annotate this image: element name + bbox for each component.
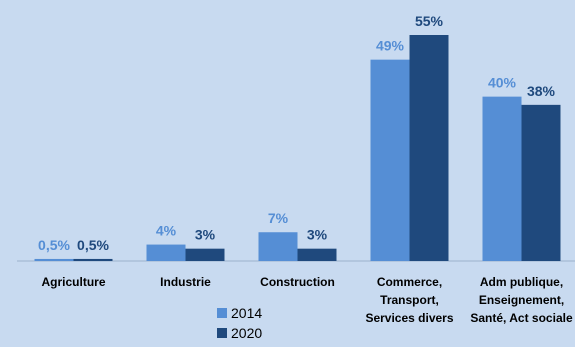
- legend-item-2014: 2014: [217, 303, 262, 323]
- data-label-2020-0: 0,5%: [77, 237, 109, 253]
- bar-2020-2: [297, 248, 337, 261]
- data-label-2020-1: 3%: [195, 227, 216, 243]
- bar-2014-2: [258, 232, 298, 261]
- data-label-2014-2: 7%: [268, 210, 289, 226]
- category-label-3-line-0: Commerce,: [377, 275, 442, 289]
- legend-swatch-2020: [217, 328, 227, 338]
- legend-label-2020: 2020: [231, 325, 263, 341]
- category-label-0-line-0: Agriculture: [41, 275, 105, 289]
- legend-item-2020: 2020: [217, 323, 262, 343]
- bar-2020-0: [73, 258, 113, 261]
- category-label-1-line-0: Industrie: [160, 275, 211, 289]
- data-label-2014-3: 49%: [376, 38, 405, 54]
- category-label-3-line-1: Transport,: [380, 293, 439, 307]
- bar-2014-1: [146, 244, 186, 261]
- category-label-3-line-2: Services divers: [365, 311, 453, 325]
- data-label-2020-2: 3%: [307, 227, 328, 243]
- category-label-4-line-0: Adm publique,: [480, 275, 563, 289]
- legend-swatch-2014: [217, 308, 227, 318]
- data-label-2020-4: 38%: [527, 83, 556, 99]
- category-label-2-line-0: Construction: [260, 275, 335, 289]
- data-label-2014-4: 40%: [488, 75, 517, 91]
- data-label-2014-1: 4%: [156, 223, 177, 239]
- legend: 2014 2020: [217, 303, 262, 343]
- data-label-2014-0: 0,5%: [38, 237, 70, 253]
- data-label-2020-3: 55%: [415, 13, 444, 29]
- category-label-4-line-2: Santé, Act sociale: [470, 311, 573, 325]
- category-label-4-line-1: Enseignement,: [479, 293, 564, 307]
- bar-2014-4: [482, 96, 522, 262]
- bar-2014-3: [370, 59, 410, 262]
- bar-2020-3: [409, 35, 449, 261]
- legend-label-2014: 2014: [231, 305, 263, 321]
- bar-2014-0: [34, 258, 74, 261]
- bar-2020-4: [521, 104, 561, 261]
- bar-2020-1: [185, 248, 225, 261]
